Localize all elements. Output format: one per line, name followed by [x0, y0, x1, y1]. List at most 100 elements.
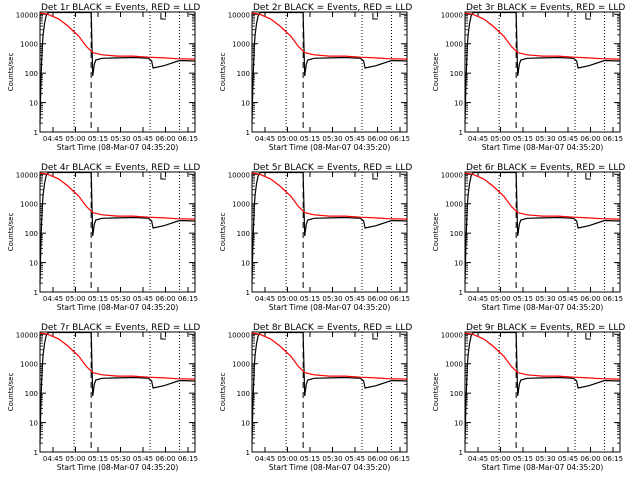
y-tick-label: 1: [246, 289, 250, 297]
y-tick-label: 1: [459, 449, 463, 457]
x-tick-label: 05:30: [110, 455, 130, 463]
series-line-lld: [39, 172, 196, 220]
detector-chart-2: Det 2r BLACK = Events, RED = LLD 1 10 100 10…: [219, 3, 412, 152]
y-tick-label: 100: [25, 390, 38, 398]
x-tick-label: 06:15: [603, 295, 623, 303]
x-tick-label: 05:45: [345, 295, 365, 303]
x-tick-label: 06:15: [390, 135, 410, 143]
x-tick-label: 06:00: [155, 455, 175, 463]
chart-title: Det 2r BLACK = Events, RED = LLD: [253, 3, 412, 13]
chart-title: Det 1r BLACK = Events, RED = LLD: [41, 3, 200, 13]
bracket-marker: [372, 333, 378, 340]
x-axis-label: Start Time (08-Mar-07 04:35:20): [482, 143, 604, 152]
y-axis-label: Counts/sec: [432, 213, 440, 252]
y-tick-label: 10000: [228, 331, 250, 339]
y-tick-label: 10: [454, 260, 463, 268]
y-axis-label: Counts/sec: [432, 53, 440, 92]
x-tick-label: 05:15: [300, 295, 320, 303]
y-axis-label: Counts/sec: [219, 373, 227, 412]
y-tick-label: 1000: [445, 361, 463, 369]
series-line-lld: [464, 172, 621, 220]
x-tick-label: 05:45: [133, 295, 153, 303]
y-tick-label: 10: [29, 100, 38, 108]
x-tick-label: 04:45: [468, 135, 488, 143]
x-tick-label: 05:00: [277, 455, 297, 463]
y-tick-label: 100: [450, 70, 463, 78]
series-line-events: [464, 331, 621, 444]
series-line-lld: [464, 332, 621, 380]
x-tick-label: 05:00: [277, 295, 297, 303]
y-axis-label: Counts/sec: [7, 213, 15, 252]
detector-chart-7: Det 7r BLACK = Events, RED = LLD 1 10 100 10…: [7, 323, 200, 472]
y-tick-label: 10: [241, 420, 250, 428]
y-tick-label: 10000: [228, 171, 250, 179]
y-tick-label: 100: [450, 390, 463, 398]
x-tick-label: 04:45: [468, 455, 488, 463]
plot-frame: [464, 11, 621, 133]
x-tick-label: 05:00: [490, 455, 510, 463]
x-tick-label: 05:30: [535, 295, 555, 303]
y-tick-label: 100: [25, 230, 38, 238]
plot-frame: [39, 171, 196, 293]
x-tick-label: 06:00: [155, 295, 175, 303]
y-tick-label: 10000: [441, 11, 463, 19]
plot-frame: [464, 331, 621, 453]
y-tick-label: 100: [237, 70, 250, 78]
series-line-lld: [251, 12, 408, 60]
x-axis-label: Start Time (08-Mar-07 04:35:20): [482, 463, 604, 472]
detector-chart-3: Det 3r BLACK = Events, RED = LLD 1 10 100 10…: [432, 3, 625, 152]
x-tick-label: 06:00: [580, 135, 600, 143]
series-line-lld: [39, 12, 196, 60]
y-tick-label: 1000: [20, 201, 38, 209]
x-tick-label: 05:15: [513, 295, 533, 303]
series-line-events: [251, 331, 408, 444]
x-tick-label: 06:15: [603, 455, 623, 463]
series-line-events: [464, 171, 621, 284]
y-tick-label: 10: [29, 420, 38, 428]
y-tick-label: 10: [241, 100, 250, 108]
bracket-marker: [160, 333, 166, 340]
chart-title: Det 7r BLACK = Events, RED = LLD: [41, 323, 200, 333]
y-tick-label: 1000: [445, 201, 463, 209]
y-axis-label: Counts/sec: [219, 213, 227, 252]
plot-frame: [251, 171, 408, 293]
x-tick-label: 06:15: [178, 135, 198, 143]
y-tick-label: 1: [34, 449, 38, 457]
x-tick-label: 05:30: [322, 295, 342, 303]
y-tick-label: 1: [34, 129, 38, 137]
y-tick-label: 10000: [16, 171, 38, 179]
bracket-marker: [372, 173, 378, 180]
bracket-marker: [585, 173, 591, 180]
x-tick-label: 04:45: [255, 135, 275, 143]
y-tick-label: 100: [25, 70, 38, 78]
chart-title: Det 9r BLACK = Events, RED = LLD: [466, 323, 625, 333]
y-tick-label: 10: [454, 100, 463, 108]
x-axis-label: Start Time (08-Mar-07 04:35:20): [57, 303, 179, 312]
x-tick-label: 05:30: [322, 135, 342, 143]
y-tick-label: 1: [34, 289, 38, 297]
y-tick-label: 10000: [16, 11, 38, 19]
y-tick-label: 1: [459, 129, 463, 137]
bracket-marker: [160, 173, 166, 180]
x-tick-label: 05:45: [558, 135, 578, 143]
x-tick-label: 06:15: [178, 295, 198, 303]
x-tick-label: 05:15: [300, 455, 320, 463]
y-tick-label: 1: [459, 289, 463, 297]
y-tick-label: 10: [454, 420, 463, 428]
x-tick-label: 05:15: [513, 135, 533, 143]
y-axis-label: Counts/sec: [7, 53, 15, 92]
y-tick-label: 10: [29, 260, 38, 268]
x-tick-label: 05:30: [322, 455, 342, 463]
x-tick-label: 05:15: [300, 135, 320, 143]
y-tick-label: 1000: [232, 361, 250, 369]
plot-frame: [464, 171, 621, 293]
detector-chart-6: Det 6r BLACK = Events, RED = LLD 1 10 100 10…: [432, 163, 625, 312]
series-line-lld: [464, 12, 621, 60]
bracket-marker: [585, 333, 591, 340]
y-axis-label: Counts/sec: [432, 373, 440, 412]
detector-chart-5: Det 5r BLACK = Events, RED = LLD 1 10 100 10…: [219, 163, 412, 312]
y-axis-label: Counts/sec: [219, 53, 227, 92]
x-tick-label: 05:15: [88, 135, 108, 143]
y-tick-label: 1: [246, 449, 250, 457]
y-tick-label: 10: [241, 260, 250, 268]
